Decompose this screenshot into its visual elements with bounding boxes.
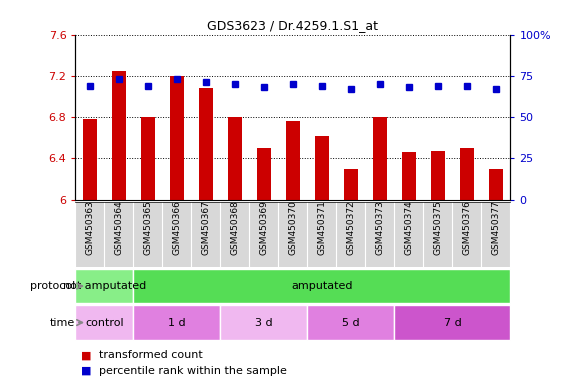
Text: amputated: amputated: [291, 281, 353, 291]
Bar: [133, 305, 220, 340]
Bar: [133, 269, 510, 303]
Text: time: time: [50, 318, 75, 328]
Text: ■: ■: [81, 366, 92, 376]
Bar: [227, 117, 242, 200]
Bar: [343, 169, 358, 200]
Bar: [394, 305, 510, 340]
Bar: [459, 148, 474, 200]
Text: transformed count: transformed count: [99, 350, 202, 360]
Bar: [307, 305, 394, 340]
Bar: [75, 305, 133, 340]
Text: ■: ■: [81, 350, 92, 360]
Text: percentile rank within the sample: percentile rank within the sample: [99, 366, 287, 376]
Text: protocol: protocol: [30, 281, 75, 291]
Bar: [285, 121, 300, 200]
Bar: [198, 88, 213, 200]
Text: control: control: [85, 318, 124, 328]
Bar: [488, 169, 503, 200]
Bar: [111, 71, 126, 200]
Bar: [430, 151, 445, 200]
Bar: [140, 117, 155, 200]
Text: 1 d: 1 d: [168, 318, 186, 328]
Title: GDS3623 / Dr.4259.1.S1_at: GDS3623 / Dr.4259.1.S1_at: [208, 19, 378, 32]
Text: 7 d: 7 d: [444, 318, 461, 328]
Bar: [372, 117, 387, 200]
Bar: [83, 119, 97, 200]
Bar: [220, 305, 307, 340]
Bar: [401, 152, 416, 200]
Text: 5 d: 5 d: [342, 318, 360, 328]
Bar: [314, 136, 329, 200]
Text: not amputated: not amputated: [63, 281, 146, 291]
Bar: [256, 148, 271, 200]
Text: 3 d: 3 d: [255, 318, 273, 328]
Bar: [169, 76, 184, 200]
Bar: [75, 269, 133, 303]
